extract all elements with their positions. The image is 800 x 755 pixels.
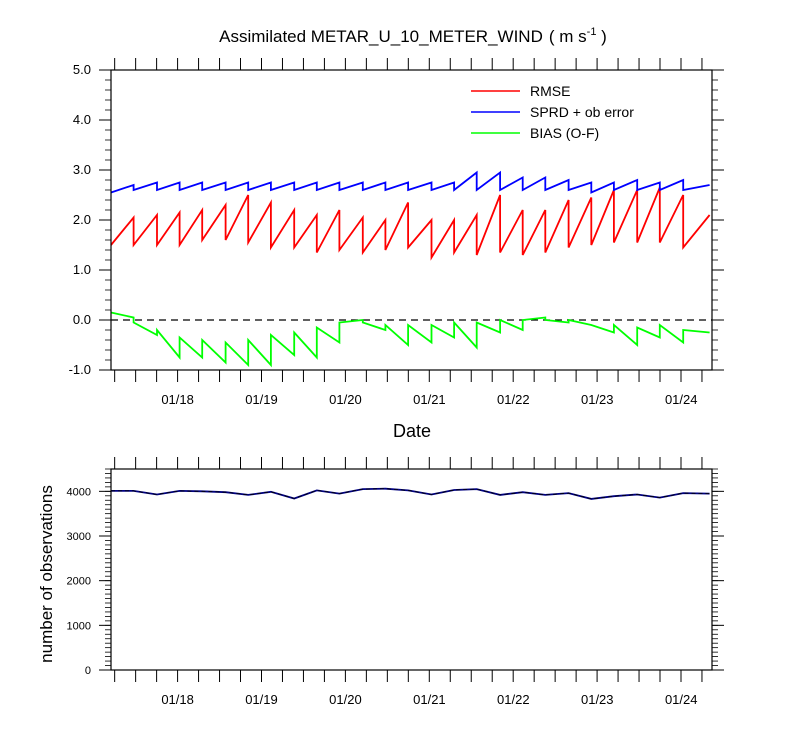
x-tick-label: 01/21 xyxy=(413,392,446,407)
y-tick-label: 3000 xyxy=(67,531,91,543)
series-line-overlay xyxy=(111,488,710,500)
x-tick-label: 01/20 xyxy=(329,392,362,407)
y-tick-label: 5.0 xyxy=(73,62,91,77)
x-axis-title: Date xyxy=(393,421,431,441)
x-tick-label: 01/22 xyxy=(497,392,530,407)
x-tick-label: 01/19 xyxy=(245,692,278,707)
y-tick-label: 4000 xyxy=(67,486,91,498)
y-tick-label: 1.0 xyxy=(73,262,91,277)
top-ticks xyxy=(99,58,724,382)
series-line-observations xyxy=(111,487,710,500)
chart-title-main: Assimilated METAR_U_10_METER_WIND xyxy=(219,27,543,46)
x-tick-label: 01/21 xyxy=(413,692,446,707)
x-tick-label: 01/23 xyxy=(581,692,614,707)
top-plot-frame xyxy=(110,69,713,371)
y-tick-label: -1.0 xyxy=(69,362,91,377)
x-tick-label: 01/19 xyxy=(245,392,278,407)
chart-title-units: ( m s xyxy=(549,27,587,46)
chart-title-units-exponent: -1 xyxy=(587,26,597,38)
legend-sprd-label: SPRD + ob error xyxy=(530,104,634,120)
series-line-sprd-ob-error xyxy=(110,170,710,194)
y-tick-label: 4.0 xyxy=(73,112,91,127)
top-panel: -1.00.01.02.03.04.05.0 01/18 01/19 01/20 01… xyxy=(69,58,724,407)
x-tick-label: 01/18 xyxy=(161,692,194,707)
bottom-y-tick-labels: 0 1000 2000 3000 4000 xyxy=(67,486,91,677)
y-tick-label: 0 xyxy=(85,665,91,677)
bottom-x-tick-labels: 01/18 01/19 01/20 01/21 01/22 01/23 01/24 xyxy=(161,692,697,707)
x-tick-label: 01/24 xyxy=(665,692,698,707)
x-tick-label: 01/20 xyxy=(329,692,362,707)
chart-title-units-close: ) xyxy=(596,27,606,46)
y-tick-label: 2.0 xyxy=(73,212,91,227)
x-tick-label: 01/22 xyxy=(497,692,530,707)
bottom-plot-frame xyxy=(110,468,713,671)
bottom-ticks xyxy=(99,457,724,682)
y-tick-label: 2000 xyxy=(67,576,91,588)
x-tick-label: 01/18 xyxy=(161,392,194,407)
legend-rmse-label: RMSE xyxy=(530,83,570,99)
chart-title: Assimilated METAR_U_10_METER_WIND ( m s-1… xyxy=(219,26,607,46)
top-x-tick-labels: 01/18 01/19 01/20 01/21 01/22 01/23 01/24 xyxy=(161,392,697,407)
series-line-rmse xyxy=(110,187,711,261)
x-tick-label: 01/24 xyxy=(665,392,698,407)
y-tick-label: 1000 xyxy=(67,620,91,632)
top-data-lines xyxy=(110,170,712,368)
x-tick-label: 01/23 xyxy=(581,392,614,407)
y-tick-label: 0.0 xyxy=(73,312,91,327)
top-y-tick-labels: -1.0 0.0 1.0 2.0 3.0 4.0 5.0 xyxy=(69,62,91,377)
y-tick-label: 3.0 xyxy=(73,162,91,177)
bottom-data-lines xyxy=(111,487,710,500)
bottom-y-axis-title: number of observations xyxy=(37,485,56,663)
series-line-bias-o-f xyxy=(110,311,710,368)
legend: RMSE SPRD + ob error BIAS (O-F) xyxy=(471,83,634,141)
legend-bias-label: BIAS (O-F) xyxy=(530,125,599,141)
